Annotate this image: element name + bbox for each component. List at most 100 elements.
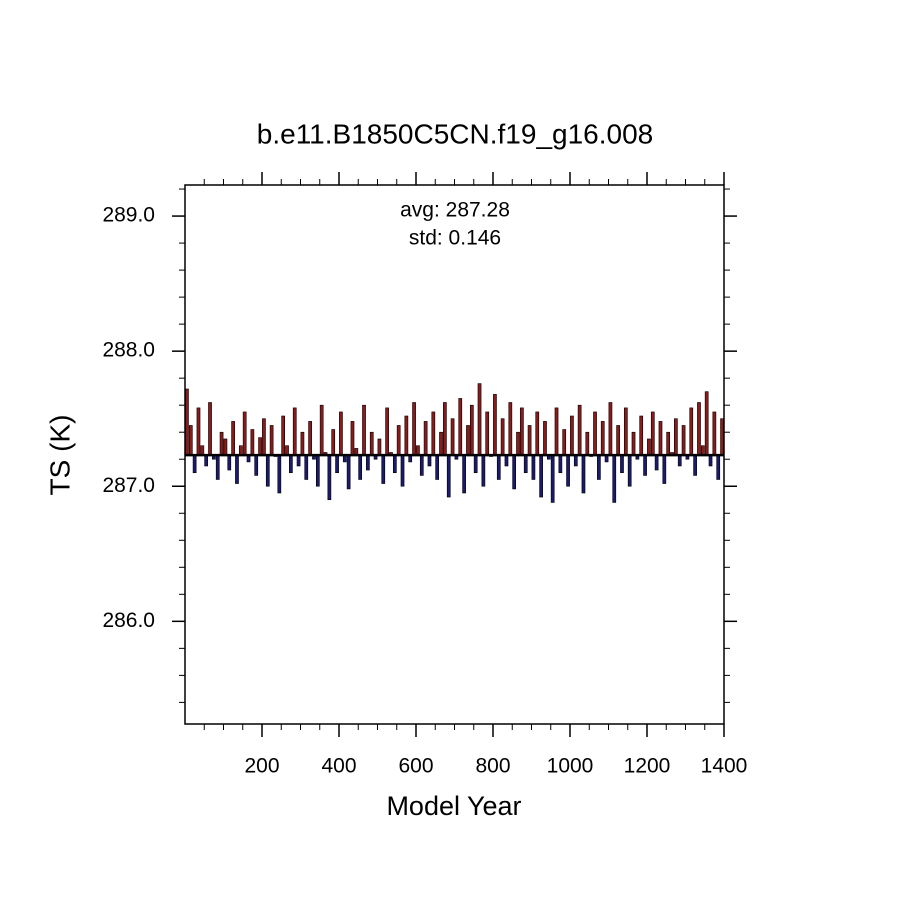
- bar: [223, 438, 228, 456]
- bar: [570, 415, 574, 456]
- x-axis-label: Model Year: [386, 791, 521, 821]
- bar: [296, 454, 301, 467]
- bar: [562, 429, 567, 456]
- bar: [285, 445, 289, 456]
- bar: [258, 437, 262, 456]
- bar: [412, 402, 416, 456]
- x-tick-label: 600: [398, 755, 433, 778]
- bar: [215, 454, 220, 480]
- bar: [439, 431, 443, 456]
- bar: [443, 402, 447, 456]
- bar: [362, 404, 366, 456]
- bar: [535, 411, 540, 456]
- bar: [308, 421, 312, 456]
- bar: [315, 454, 320, 487]
- bar: [458, 398, 463, 456]
- bar: [292, 407, 297, 456]
- bar: [327, 454, 332, 501]
- y-tick-label: 288.0: [102, 339, 155, 362]
- bar: [597, 454, 601, 480]
- bar: [566, 454, 570, 487]
- bar: [396, 425, 401, 456]
- bar: [265, 454, 270, 487]
- bar: [581, 454, 586, 494]
- bar: [627, 454, 632, 487]
- bar: [662, 454, 667, 484]
- bar: [600, 421, 605, 456]
- bar: [377, 438, 382, 456]
- bar: [219, 431, 224, 456]
- bar: [639, 415, 644, 456]
- chart-title: b.e11.B1850C5CN.f19_g16.008: [257, 118, 653, 149]
- bar: [185, 388, 189, 456]
- bar: [416, 445, 420, 456]
- bar: [462, 454, 466, 494]
- bar: [658, 421, 663, 456]
- bar: [477, 383, 482, 456]
- bar: [254, 454, 259, 476]
- bar: [496, 454, 501, 480]
- bar: [466, 425, 470, 456]
- bar: [331, 429, 336, 456]
- bar: [643, 454, 647, 476]
- bar: [400, 454, 405, 487]
- bar: [339, 411, 343, 456]
- annotation: avg: 287.28: [400, 199, 510, 222]
- bar: [674, 418, 678, 456]
- bar: [720, 418, 724, 456]
- bar: [304, 454, 309, 480]
- x-tick-label: 200: [244, 755, 279, 778]
- bar: [523, 454, 528, 474]
- bar: [450, 418, 455, 456]
- bar: [431, 411, 436, 456]
- bar: [188, 425, 193, 456]
- bar: [493, 394, 497, 456]
- y-tick-label: 287.0: [102, 474, 155, 497]
- bar: [654, 454, 659, 471]
- bar: [485, 411, 490, 456]
- x-tick-label: 1000: [547, 755, 594, 778]
- bar: [539, 454, 543, 498]
- bar: [392, 454, 397, 474]
- bar: [250, 429, 255, 456]
- bar: [350, 421, 355, 456]
- bar: [689, 407, 694, 456]
- bar: [227, 454, 232, 471]
- bar: [192, 454, 197, 474]
- bar: [716, 454, 721, 480]
- bar: [423, 421, 428, 456]
- bar: [593, 411, 597, 456]
- bar: [620, 454, 624, 474]
- bar: [300, 431, 305, 456]
- bar: [700, 445, 705, 456]
- bar: [473, 454, 478, 474]
- bar: [204, 454, 209, 467]
- bar: [708, 454, 713, 467]
- bar: [419, 454, 424, 476]
- bar: [469, 404, 474, 456]
- bar: [623, 407, 628, 456]
- bar: [346, 454, 351, 490]
- y-tick-label: 289.0: [102, 204, 155, 227]
- bar: [200, 445, 205, 456]
- bar: [481, 454, 486, 487]
- bar: [508, 402, 513, 456]
- bar: [516, 431, 520, 456]
- annotation: std: 0.146: [409, 227, 501, 250]
- bar: [585, 431, 590, 456]
- bar: [427, 454, 432, 467]
- bar: [550, 454, 555, 503]
- bar: [712, 411, 717, 456]
- bar: [573, 454, 578, 467]
- bar: [262, 418, 266, 456]
- bar: [531, 454, 536, 480]
- bar: [196, 407, 201, 456]
- bar: [666, 431, 671, 456]
- x-tick-label: 1200: [624, 755, 671, 778]
- bar: [697, 402, 701, 456]
- bar: [385, 407, 389, 456]
- bar: [577, 404, 582, 456]
- bar: [404, 415, 409, 456]
- bar: [527, 425, 532, 456]
- bar: [289, 454, 293, 474]
